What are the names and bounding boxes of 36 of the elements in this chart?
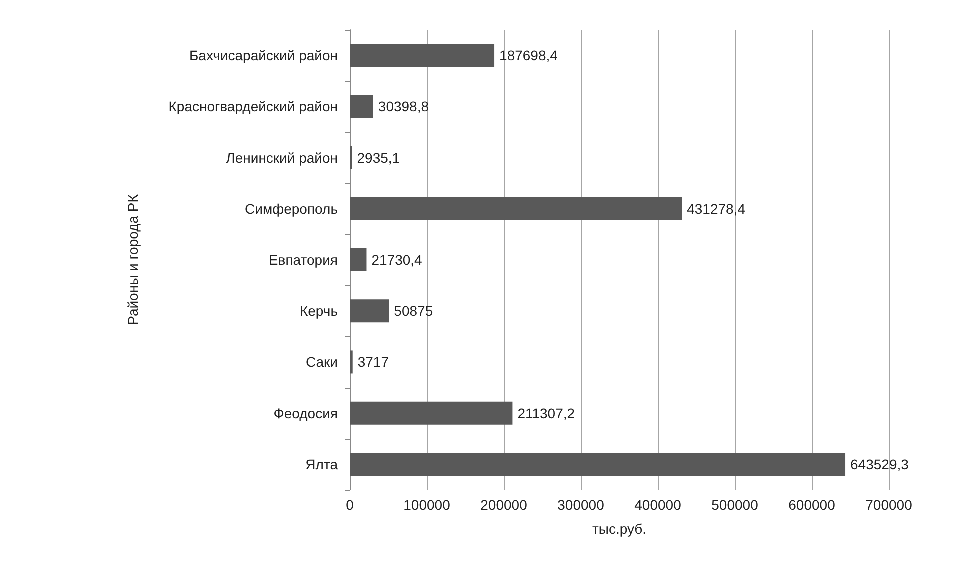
data-label: 3717: [358, 354, 390, 370]
y-tick-label: Бахчисарайский район: [189, 48, 338, 64]
data-label: 2935,1: [357, 150, 400, 166]
x-tick-label: 300000: [558, 497, 605, 513]
y-tick-label: Симферополь: [245, 200, 338, 217]
bar: [350, 402, 513, 425]
data-label: 211307,2: [518, 405, 576, 422]
y-tick-label: Феодосия: [274, 405, 338, 422]
y-tick-label: Евпатория: [268, 252, 338, 268]
bar: [350, 95, 374, 118]
y-tick-label: Саки: [306, 354, 338, 370]
data-label: 50875: [394, 303, 434, 320]
y-tick-label: Керчь: [300, 303, 338, 320]
data-label: 21730,4: [372, 252, 423, 268]
bar: [350, 300, 390, 323]
x-tick-label: 600000: [788, 497, 836, 513]
x-tick-label: 400000: [634, 497, 682, 513]
x-tick-label: 100000: [404, 497, 451, 513]
y-tick-label: Красногвардейский район: [168, 98, 338, 115]
bar: [350, 452, 846, 476]
data-label: 643529,3: [850, 456, 910, 472]
data-label: 431278,4: [687, 200, 746, 217]
y-axis-title: Районы и города РК: [125, 194, 141, 326]
x-axis-title: тыс.руб.: [592, 521, 647, 537]
data-label: 187698,4: [500, 48, 558, 64]
bar: [350, 350, 353, 374]
bar: [350, 44, 495, 68]
x-tick-label: 0: [346, 497, 354, 513]
bar: [350, 248, 367, 272]
x-tick-label: 700000: [866, 497, 913, 513]
data-label: 30398,8: [378, 98, 430, 115]
y-tick-label: Ялта: [306, 456, 338, 472]
bar: [350, 197, 682, 220]
x-tick-label: 500000: [712, 497, 759, 513]
y-tick-label: Ленинский район: [226, 150, 338, 166]
x-tick-label: 200000: [480, 497, 528, 513]
